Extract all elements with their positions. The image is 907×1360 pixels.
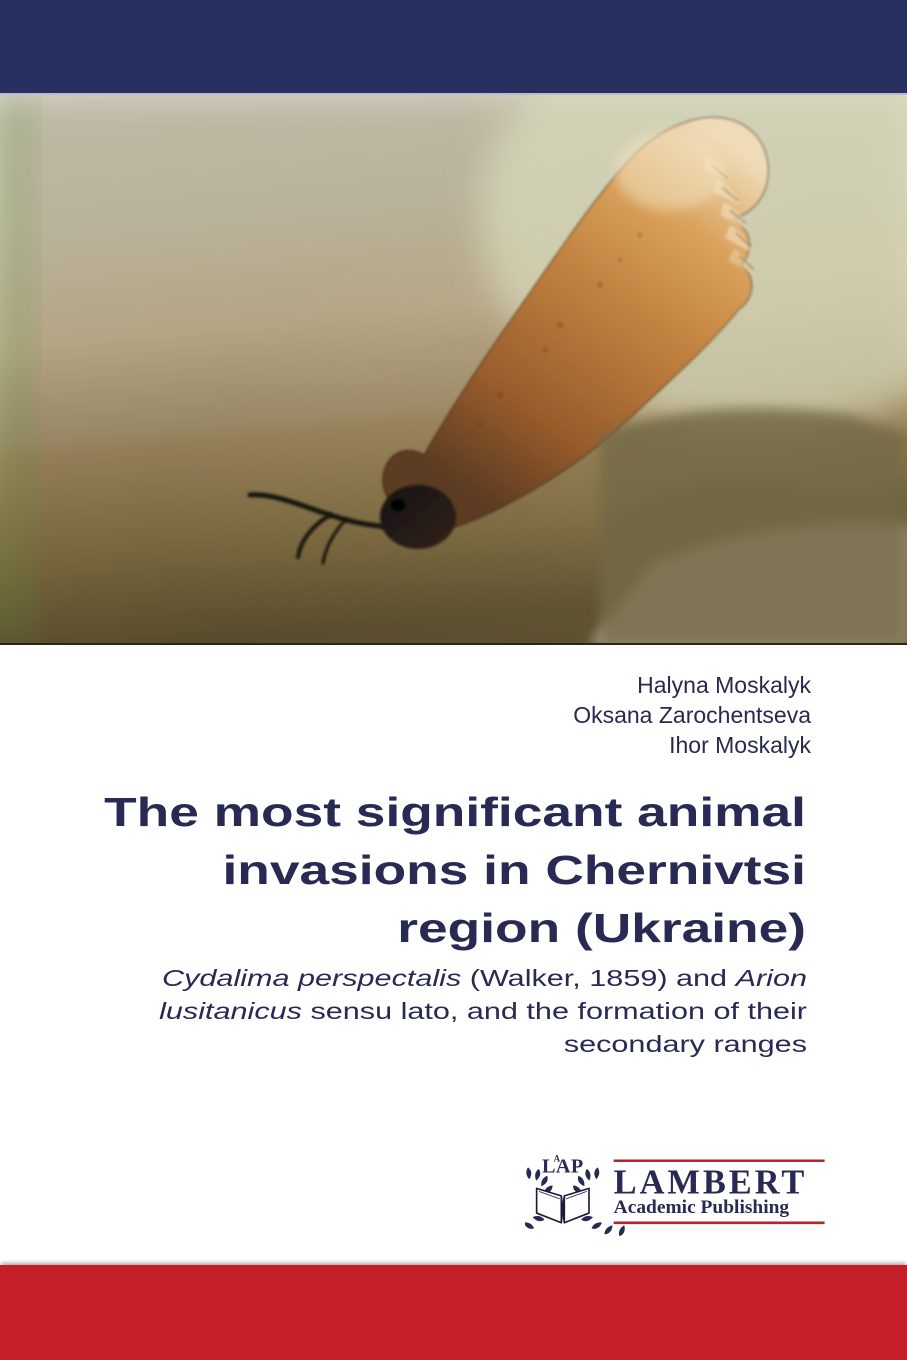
- svg-text:LAMBERT: LAMBERT: [614, 1164, 808, 1202]
- svg-text:A: A: [554, 1153, 561, 1163]
- svg-text:Academic Publishing: Academic Publishing: [614, 1197, 790, 1218]
- svg-text:LAP: LAP: [542, 1156, 584, 1178]
